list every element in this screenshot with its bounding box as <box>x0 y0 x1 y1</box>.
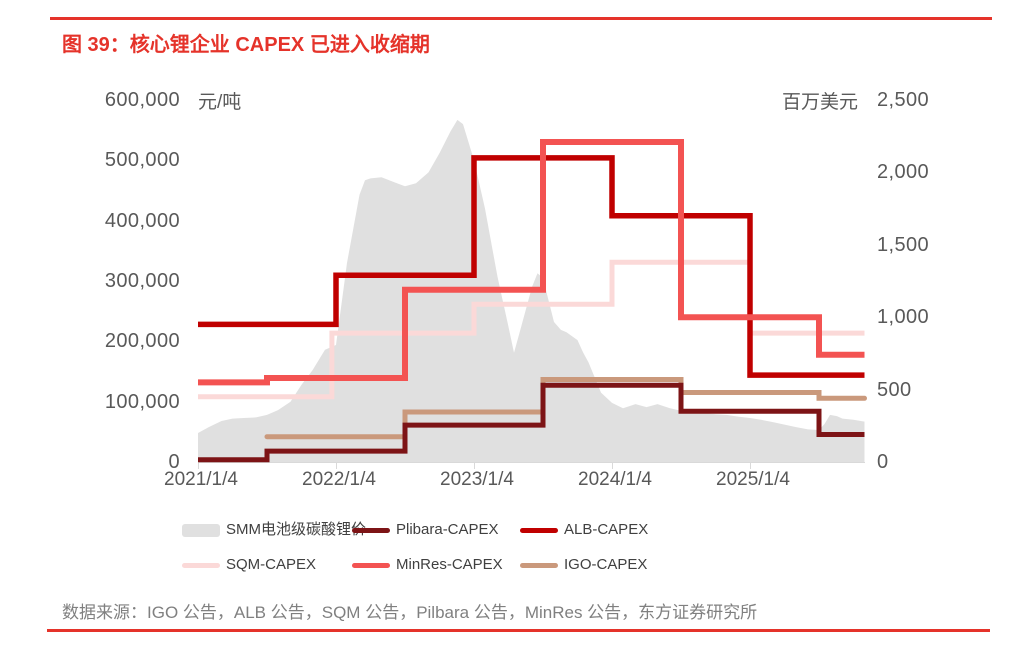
x-axis-tick-label: 2021/1/4 <box>164 469 238 490</box>
data-source-note: 数据来源：IGO 公告，ALB 公告，SQM 公告，Pilbara 公告，Min… <box>62 603 758 622</box>
legend-area-swatch <box>182 523 220 537</box>
legend-line-swatch <box>520 527 558 533</box>
x-axis-tick-label: 2025/1/4 <box>716 469 790 490</box>
legend-item-ALB-CAPEX: ALB-CAPEX <box>520 522 648 538</box>
x-axis-tick-label: 2024/1/4 <box>578 469 652 490</box>
left-axis-tick-label: 200,000 <box>104 330 180 353</box>
top-red-rule <box>50 17 992 20</box>
legend-item-IGO-CAPEX: IGO-CAPEX <box>520 557 647 573</box>
left-axis-tick-label: 0 <box>168 451 180 473</box>
legend-item-SQM-CAPEX: SQM-CAPEX <box>182 557 316 573</box>
left-axis-tick-label: 400,000 <box>104 209 180 232</box>
legend-label: ALB-CAPEX <box>564 521 649 538</box>
right-axis-tick-label: 500 <box>877 378 912 401</box>
left-axis-unit-label: 元/吨 <box>198 92 242 113</box>
right-axis-unit-label: 百万美元 <box>781 92 858 113</box>
x-axis-tick-label: 2022/1/4 <box>302 469 376 490</box>
left-axis-tick-label: 500,000 <box>104 149 180 172</box>
legend-line-swatch <box>352 562 390 568</box>
legend-label: SQM-CAPEX <box>226 556 317 573</box>
bottom-red-rule <box>47 629 990 632</box>
legend-label: Plibara-CAPEX <box>396 521 499 538</box>
series-line-MinRes-CAPEX <box>198 139 865 386</box>
legend-item-MinRes-CAPEX: MinRes-CAPEX <box>352 557 503 573</box>
right-axis-tick-label: 1,500 <box>877 233 930 256</box>
legend-label: IGO-CAPEX <box>564 556 648 573</box>
legend-label: MinRes-CAPEX <box>396 556 503 573</box>
right-axis-tick-label: 2,000 <box>877 161 930 184</box>
right-axis-tick-label: 0 <box>877 451 889 473</box>
left-axis-tick-label: 600,000 <box>104 89 180 111</box>
legend-line-swatch <box>352 527 390 533</box>
series-line-Plibara-CAPEX <box>198 382 865 463</box>
legend-item-Plibara-CAPEX: Plibara-CAPEX <box>352 522 499 538</box>
right-axis-tick-label: 2,500 <box>877 89 930 111</box>
legend-line-swatch <box>520 562 558 568</box>
figure-title: 图 39：核心锂企业 CAPEX 已进入收缩期 <box>62 34 430 56</box>
legend-item-SMM电池级碳酸锂价: SMM电池级碳酸锂价 <box>182 522 366 538</box>
x-axis-tick-label: 2023/1/4 <box>440 469 514 490</box>
legend-label: SMM电池级碳酸锂价 <box>226 521 366 538</box>
left-axis-tick-label: 100,000 <box>104 390 180 413</box>
legend-line-swatch <box>182 562 220 568</box>
left-axis-tick-label: 300,000 <box>104 270 180 292</box>
right-axis-tick-label: 1,000 <box>877 306 930 329</box>
